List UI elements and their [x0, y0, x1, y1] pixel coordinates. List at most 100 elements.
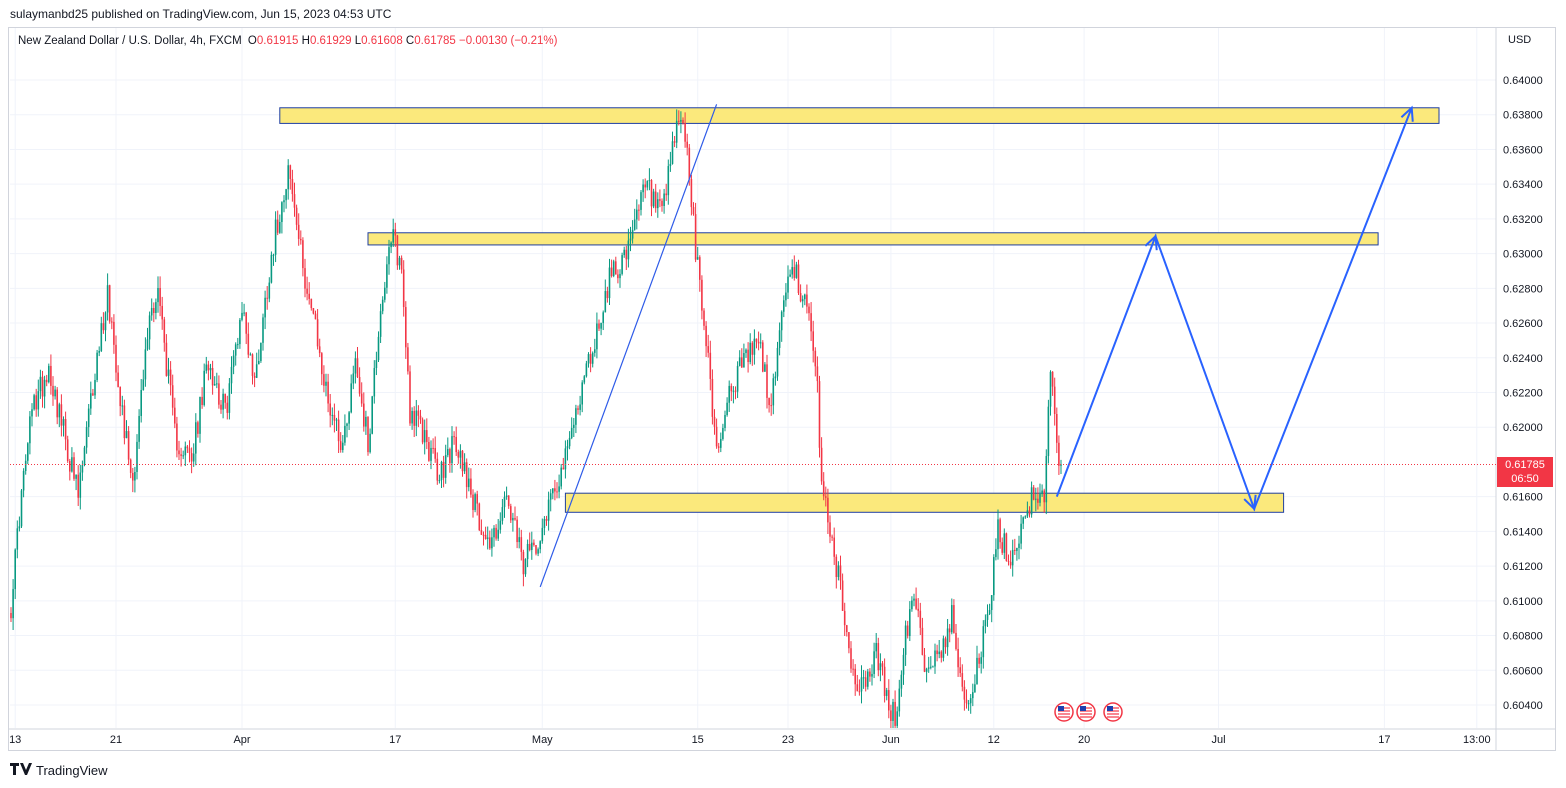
candle: [308, 282, 310, 305]
candle: [720, 432, 722, 453]
candle-body: [984, 619, 987, 627]
candle-body: [751, 342, 754, 355]
projection-arrow-head-1: [1144, 234, 1158, 251]
candle: [245, 311, 247, 345]
candle: [562, 457, 565, 470]
candle: [90, 381, 92, 415]
candle-body: [948, 628, 951, 633]
candle-body: [850, 648, 852, 669]
candle: [860, 665, 863, 704]
candle: [888, 679, 890, 719]
candle: [728, 380, 730, 412]
candle: [957, 637, 959, 677]
candle-body: [457, 452, 460, 458]
candle-body: [142, 379, 145, 391]
candle-body: [633, 219, 636, 230]
candle-body: [726, 402, 728, 415]
candle: [846, 624, 848, 637]
candle: [953, 599, 955, 634]
candle: [470, 468, 472, 498]
candle-body: [942, 638, 945, 658]
candle: [738, 350, 741, 367]
candle-body: [1009, 561, 1012, 566]
candle: [531, 531, 533, 560]
candle-body: [329, 403, 331, 416]
candle-body: [554, 488, 556, 492]
candle-body: [795, 264, 798, 278]
price-tick-label: 0.63800: [1503, 110, 1543, 122]
trendline: [539, 104, 718, 588]
candle: [646, 180, 649, 191]
candle-body: [770, 405, 772, 407]
candle-body: [1007, 560, 1010, 562]
candle-body: [766, 364, 768, 398]
candle-body: [843, 610, 846, 626]
candle-body: [377, 336, 380, 361]
candle-body: [491, 537, 493, 549]
candle-body: [150, 307, 153, 316]
candle: [822, 472, 825, 501]
candle: [102, 312, 105, 334]
candle: [432, 438, 434, 454]
footer-brand[interactable]: TradingView: [10, 762, 108, 778]
candle-body: [972, 692, 974, 699]
candle: [917, 598, 919, 618]
candle: [612, 259, 615, 278]
candle-body: [121, 405, 124, 407]
candle-body: [197, 422, 199, 434]
candle-body: [684, 123, 686, 142]
candle: [978, 653, 980, 669]
candle: [879, 653, 882, 682]
candle-body: [459, 450, 462, 458]
candle: [654, 183, 657, 213]
candle-body: [1060, 464, 1062, 466]
candle: [125, 420, 128, 439]
candle: [360, 382, 363, 407]
candle-body: [41, 376, 44, 397]
candle-body: [79, 472, 82, 498]
candle: [279, 214, 281, 234]
candle-body: [140, 390, 142, 416]
candle-body: [211, 368, 214, 386]
candle: [925, 667, 928, 683]
candle-body: [1001, 542, 1003, 553]
candle: [171, 374, 174, 416]
candle-body: [747, 349, 749, 363]
candle: [703, 308, 705, 331]
candle: [684, 112, 686, 148]
candle-body: [877, 643, 880, 671]
currency-label[interactable]: USD: [1508, 34, 1532, 46]
candle: [594, 338, 596, 357]
candle: [291, 169, 294, 202]
candle-body: [753, 338, 756, 355]
candle: [258, 349, 260, 365]
candle-body: [423, 430, 426, 443]
candle: [911, 596, 913, 612]
candle: [673, 135, 676, 148]
candle: [675, 109, 678, 149]
candle-body: [125, 431, 128, 439]
candle-body: [993, 557, 995, 596]
candle-body: [188, 448, 191, 454]
candle: [938, 639, 940, 659]
candle: [174, 397, 176, 429]
candle-body: [146, 339, 149, 350]
candle: [222, 388, 224, 419]
candle-body: [226, 402, 229, 413]
candle-body: [117, 372, 119, 387]
candle: [419, 409, 422, 424]
candle-body: [266, 297, 268, 299]
price-tick-label: 0.63400: [1503, 179, 1543, 191]
candle-body: [860, 677, 863, 692]
candle: [841, 573, 844, 611]
candle-body: [1018, 543, 1020, 548]
candle: [407, 342, 409, 375]
candle-body: [430, 447, 432, 461]
candle-body: [327, 381, 329, 404]
candle: [972, 683, 974, 707]
candle-body: [85, 427, 88, 448]
candle: [692, 202, 695, 216]
candle: [482, 531, 485, 546]
candle: [29, 411, 31, 455]
